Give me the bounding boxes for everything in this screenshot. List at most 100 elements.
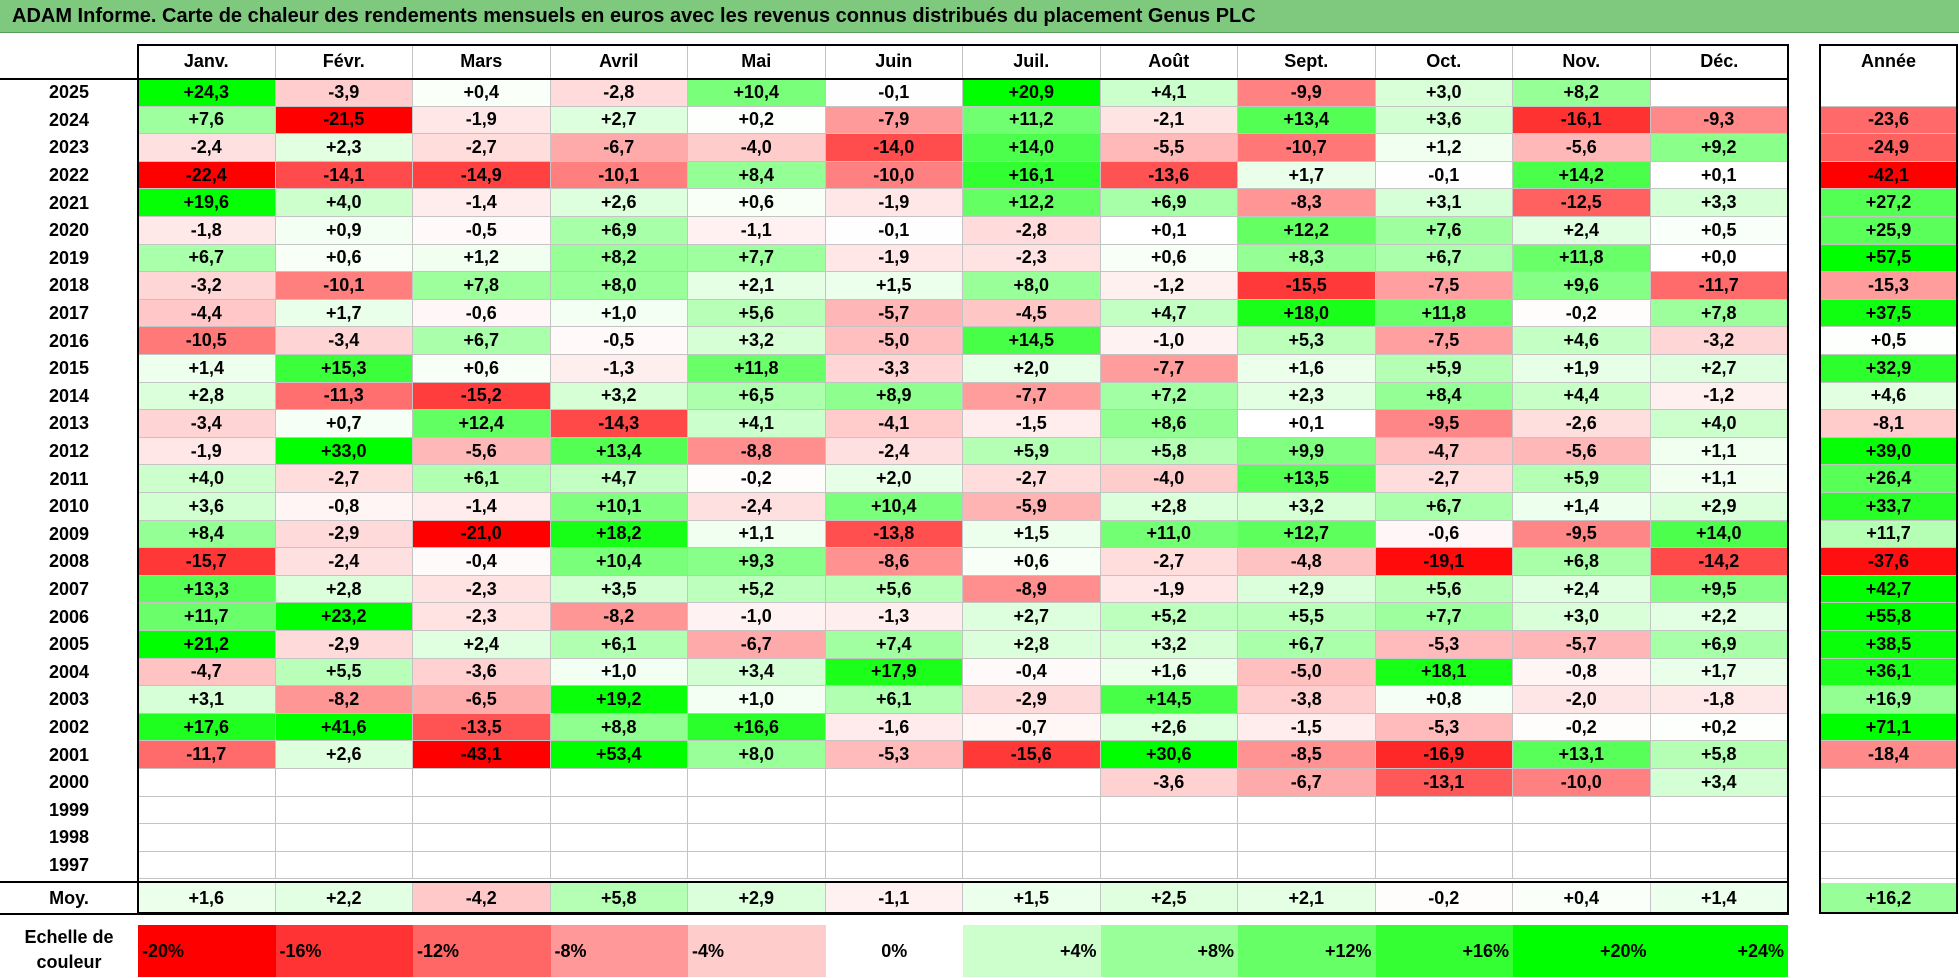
heatmap-cell: +33,0 (275, 437, 413, 466)
heatmap-cell: +0,1 (1650, 161, 1788, 190)
heatmap-cell: -5,6 (1513, 134, 1651, 162)
heatmap-cell: -14,9 (413, 161, 551, 190)
annual-cell (1820, 796, 1957, 825)
annual-cell: +33,7 (1820, 493, 1957, 521)
color-scale-step: +4% (963, 925, 1101, 977)
month-header: Févr. (276, 45, 413, 78)
heatmap-cell: -14,2 (1650, 548, 1788, 576)
heatmap-cell: +7,7 (1375, 603, 1513, 631)
heatmap-cell (138, 769, 276, 797)
heatmap-cell: -10,0 (825, 161, 963, 190)
annual-cell: +42,7 (1820, 575, 1957, 604)
heatmap-cell: -7,9 (825, 106, 963, 135)
annual-cell: +57,5 (1820, 244, 1957, 273)
heatmap-cell: +8,2 (550, 244, 688, 273)
heatmap-cell (1100, 851, 1238, 880)
heatmap-cell: +5,8 (1650, 741, 1788, 769)
heatmap-cell: +4,7 (1100, 299, 1238, 328)
heatmap-cell: +1,1 (1650, 465, 1788, 493)
heatmap-cell: -11,3 (275, 382, 413, 411)
color-scale-step: -8% (550, 925, 688, 977)
heatmap-cell: +2,9 (1238, 575, 1376, 604)
heatmap-cell: +1,2 (1375, 134, 1513, 162)
heatmap-cell: +12,4 (413, 410, 551, 438)
heatmap-cell: -0,5 (413, 217, 551, 245)
heatmap-cell (413, 851, 551, 880)
heatmap-cell (1375, 851, 1513, 880)
heatmap-cell: +2,3 (1238, 382, 1376, 411)
heatmap-cell: -4,5 (963, 299, 1101, 328)
heatmap-cell: -6,5 (413, 686, 551, 714)
heatmap-cell: -1,1 (688, 217, 826, 245)
heatmap-cell: -1,0 (1100, 327, 1238, 355)
heatmap-cell (138, 824, 276, 852)
heatmap-cell: -0,2 (1513, 299, 1651, 328)
heatmap-cell: +0,8 (1375, 686, 1513, 714)
heatmap-cell: +3,2 (550, 382, 688, 411)
heatmap-cell: -2,7 (413, 134, 551, 162)
heatmap-cell: -7,7 (1100, 355, 1238, 383)
heatmap-cell (1650, 824, 1788, 852)
heatmap-cell: +5,9 (1375, 355, 1513, 383)
heatmap-cell: -0,6 (1375, 520, 1513, 549)
year-label: 1997 (48, 855, 90, 876)
heatmap-cell: -10,0 (1513, 769, 1651, 797)
heatmap-cell: -21,5 (275, 106, 413, 135)
average-separator-top (0, 881, 1789, 883)
heatmap-cell: -2,4 (825, 437, 963, 466)
year-label: 2018 (48, 275, 90, 296)
heatmap-cell: +0,6 (1100, 244, 1238, 273)
heatmap-cell: -5,3 (1375, 631, 1513, 659)
heatmap-cell: -3,6 (413, 658, 551, 687)
annual-cell: -24,9 (1820, 134, 1957, 162)
heatmap-cell: +4,7 (550, 465, 688, 493)
heatmap-cell: +3,5 (550, 575, 688, 604)
heatmap-cell: -15,7 (138, 548, 276, 576)
heatmap-cell: +0,2 (688, 106, 826, 135)
heatmap-cell: -5,7 (825, 299, 963, 328)
heatmap-cell (1513, 824, 1651, 852)
heatmap-cell: -2,8 (963, 217, 1101, 245)
heatmap-cell: +5,8 (1100, 437, 1238, 466)
year-label: 2025 (48, 82, 90, 103)
heatmap-cell: +23,2 (275, 603, 413, 631)
heatmap-cell (688, 824, 826, 852)
heatmap-cell: +0,1 (1100, 217, 1238, 245)
header-separator (0, 78, 1789, 80)
heatmap-cell: +3,3 (1650, 189, 1788, 217)
heatmap-cell: +6,9 (1650, 631, 1788, 659)
heatmap-cell: -13,1 (1375, 769, 1513, 797)
annual-cell: +11,7 (1820, 520, 1957, 549)
heatmap-cell (1375, 796, 1513, 825)
heatmap-cell: -9,5 (1375, 410, 1513, 438)
heatmap-cell: -1,5 (1238, 713, 1376, 742)
heatmap-cell: +2,8 (1100, 493, 1238, 521)
heatmap-cell: +12,2 (963, 189, 1101, 217)
year-column-header: Année (1860, 51, 1916, 71)
average-cell: +2,9 (688, 883, 826, 913)
heatmap-cell: +13,5 (1238, 465, 1376, 493)
annual-cell: +25,9 (1820, 217, 1957, 245)
heatmap-cell: +4,4 (1513, 382, 1651, 411)
heatmap-cell: -4,0 (688, 134, 826, 162)
month-header: Janv. (138, 45, 276, 78)
heatmap-cell: +5,6 (688, 299, 826, 328)
heatmap-cell: -1,8 (138, 217, 276, 245)
heatmap-cell (1650, 79, 1788, 107)
heatmap-cell: -5,3 (1375, 713, 1513, 742)
heatmap-cell: +8,0 (550, 272, 688, 300)
heatmap-cell (138, 851, 276, 880)
heatmap-cell: +8,6 (1100, 410, 1238, 438)
heatmap-cell: +0,5 (1650, 217, 1788, 245)
heatmap-cell: -5,6 (1513, 437, 1651, 466)
heatmap-cell: -21,0 (413, 520, 551, 549)
heatmap-cell: +4,0 (275, 189, 413, 217)
annual-cell: +38,5 (1820, 631, 1957, 659)
heatmap-cell: +8,0 (688, 741, 826, 769)
heatmap-cell: -8,5 (1238, 741, 1376, 769)
heatmap-cell: -0,8 (275, 493, 413, 521)
heatmap-cell: -0,8 (1513, 658, 1651, 687)
heatmap-cell: +3,6 (1375, 106, 1513, 135)
heatmap-cell: -8,9 (963, 575, 1101, 604)
heatmap-cell: +10,1 (550, 493, 688, 521)
